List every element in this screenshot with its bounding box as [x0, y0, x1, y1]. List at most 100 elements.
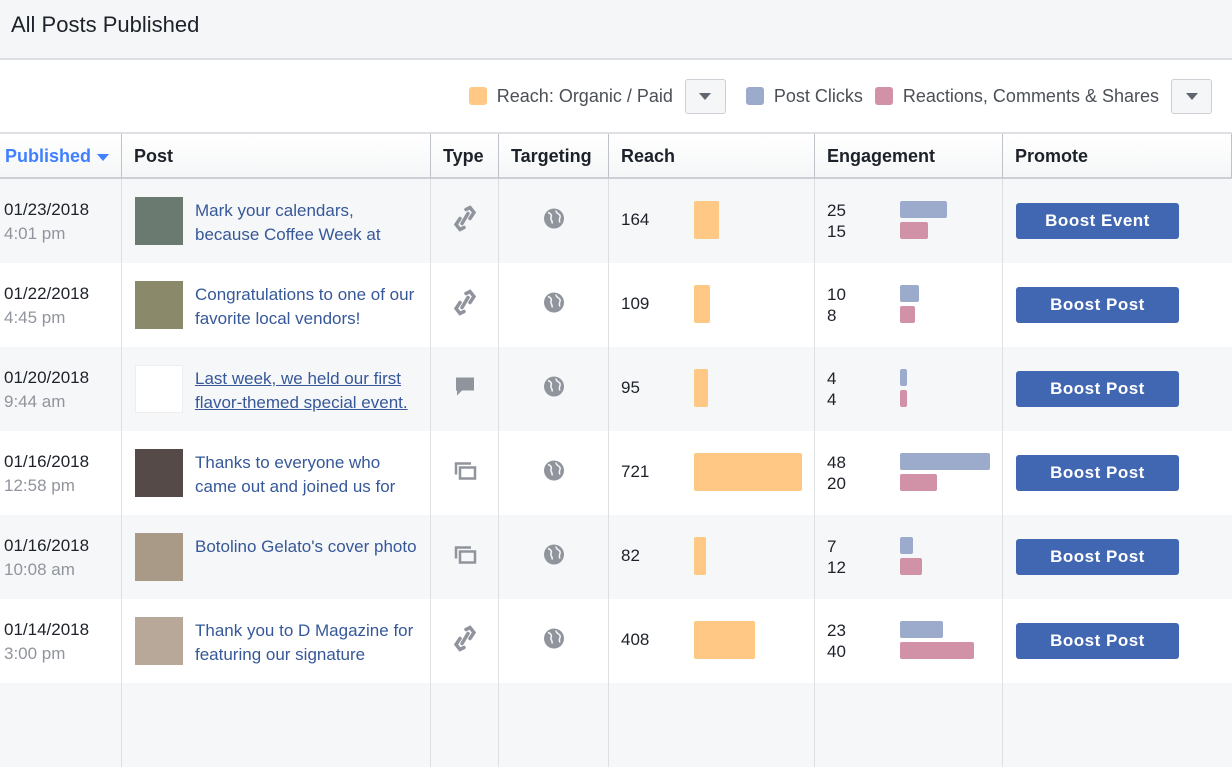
clicks-swatch: [745, 87, 764, 105]
clicks-bar: [900, 285, 919, 302]
reactions-value: 12: [827, 558, 846, 577]
sort-desc-icon: [97, 153, 110, 161]
engagement-cell: 25 15: [815, 179, 1003, 263]
reach-value: 95: [621, 378, 640, 397]
reactions-bar: [900, 222, 928, 239]
published-cell: 01/20/2018 9:44 am: [0, 347, 122, 431]
reach-cell: 95: [609, 347, 815, 431]
post-thumbnail[interactable]: [135, 449, 183, 497]
post-thumbnail[interactable]: [135, 365, 183, 413]
targeting-cell: [499, 515, 609, 599]
clicks-value: 10: [827, 285, 846, 304]
post-date: 01/22/2018: [4, 284, 90, 303]
post-cell: Botolino Gelato's cover photo: [122, 515, 431, 599]
targeting-cell: [499, 263, 609, 347]
targeting-cell: [499, 347, 609, 431]
page-title: All Posts Published: [0, 0, 1232, 60]
chevron-down-icon: [1185, 92, 1198, 100]
reach-cell: 408: [609, 599, 815, 683]
type-cell: [431, 599, 499, 683]
column-post[interactable]: Post: [122, 134, 431, 179]
post-time: 4:45 pm: [4, 308, 66, 327]
post-time: 3:00 pm: [4, 644, 66, 663]
globe-icon[interactable]: [543, 460, 565, 487]
globe-icon[interactable]: [543, 544, 565, 571]
post-time: 9:44 am: [4, 392, 66, 411]
clicks-bar: [900, 201, 947, 218]
post-link[interactable]: Mark your calendars, because Coffee Week…: [195, 201, 381, 244]
promote-cell: Boost Post: [1003, 431, 1232, 515]
published-cell: 01/14/2018 3:00 pm: [0, 599, 122, 683]
reactions-swatch: [874, 87, 893, 105]
engagement-dropdown-button[interactable]: [1171, 78, 1212, 114]
post-link[interactable]: Congratulations to one of our favorite l…: [195, 285, 415, 328]
clicks-bar: [900, 369, 908, 386]
column-engagement[interactable]: Engagement: [815, 134, 1003, 179]
post-time: 4:01 pm: [4, 224, 66, 243]
promote-cell: Boost Post: [1003, 599, 1232, 683]
globe-icon[interactable]: [543, 292, 565, 319]
boost-button[interactable]: Boost Post: [1016, 455, 1179, 491]
boost-button[interactable]: Boost Post: [1016, 623, 1179, 659]
boost-button[interactable]: Boost Post: [1016, 539, 1179, 575]
reactions-value: 4: [827, 390, 837, 409]
status-icon: [454, 376, 476, 403]
globe-icon[interactable]: [543, 376, 565, 403]
boost-button[interactable]: Boost Post: [1016, 371, 1179, 407]
clicks-bar: [900, 621, 943, 638]
album-icon: [453, 461, 477, 486]
globe-icon[interactable]: [543, 628, 565, 655]
reach-value: 164: [621, 210, 650, 229]
reach-value: 109: [621, 294, 650, 313]
column-reach[interactable]: Reach: [609, 134, 815, 179]
partial-row-cell: [122, 683, 431, 767]
clicks-value: 4: [827, 369, 837, 388]
type-cell: [431, 347, 499, 431]
reactions-bar: [900, 390, 908, 407]
legend-reactions: Reactions, Comments & Shares: [902, 85, 1159, 106]
column-published[interactable]: Published: [0, 134, 122, 179]
reach-cell: 82: [609, 515, 815, 599]
post-date: 01/20/2018: [4, 368, 90, 387]
post-link[interactable]: Thank you to D Magazine for featuring ou…: [195, 621, 414, 664]
column-type[interactable]: Type: [431, 134, 499, 179]
reactions-bar: [900, 642, 974, 659]
boost-button[interactable]: Boost Event: [1016, 203, 1179, 239]
post-link[interactable]: Botolino Gelato's cover photo: [195, 537, 417, 556]
reach-cell: 109: [609, 263, 815, 347]
partial-row-cell: [815, 683, 1003, 767]
chevron-down-icon: [699, 92, 712, 100]
clicks-value: 25: [827, 201, 846, 220]
post-thumbnail[interactable]: [135, 533, 183, 581]
chart-legend: Reach: Organic / Paid Post Clicks Reacti…: [0, 60, 1232, 134]
post-link[interactable]: Last week, we held our first flavor-them…: [195, 369, 408, 412]
reach-bar: [694, 453, 803, 491]
link-icon: [453, 289, 476, 321]
reach-value: 408: [621, 630, 650, 649]
promote-cell: Boost Post: [1003, 347, 1232, 431]
column-promote[interactable]: Promote: [1003, 134, 1232, 179]
post-date: 01/16/2018: [4, 452, 90, 471]
post-thumbnail[interactable]: [135, 281, 183, 329]
boost-button[interactable]: Boost Post: [1016, 287, 1179, 323]
column-targeting[interactable]: Targeting: [499, 134, 609, 179]
reactions-bar: [900, 474, 937, 491]
post-link[interactable]: Thanks to everyone who came out and join…: [195, 453, 396, 496]
published-cell: 01/16/2018 12:58 pm: [0, 431, 122, 515]
type-cell: [431, 515, 499, 599]
legend-reach: Reach: Organic / Paid: [496, 85, 673, 106]
reach-dropdown-button[interactable]: [684, 78, 726, 114]
published-cell: 01/16/2018 10:08 am: [0, 515, 122, 599]
partial-row-cell: [499, 683, 609, 767]
reach-cell: 721: [609, 431, 815, 515]
clicks-value: 48: [827, 453, 846, 472]
reach-bar: [694, 369, 709, 407]
post-thumbnail[interactable]: [135, 197, 183, 245]
link-icon: [453, 205, 476, 237]
post-thumbnail[interactable]: [135, 617, 183, 665]
globe-icon[interactable]: [543, 208, 565, 235]
post-cell: Thank you to D Magazine for featuring ou…: [122, 599, 431, 683]
reach-bar: [694, 537, 707, 575]
engagement-cell: 7 12: [815, 515, 1003, 599]
